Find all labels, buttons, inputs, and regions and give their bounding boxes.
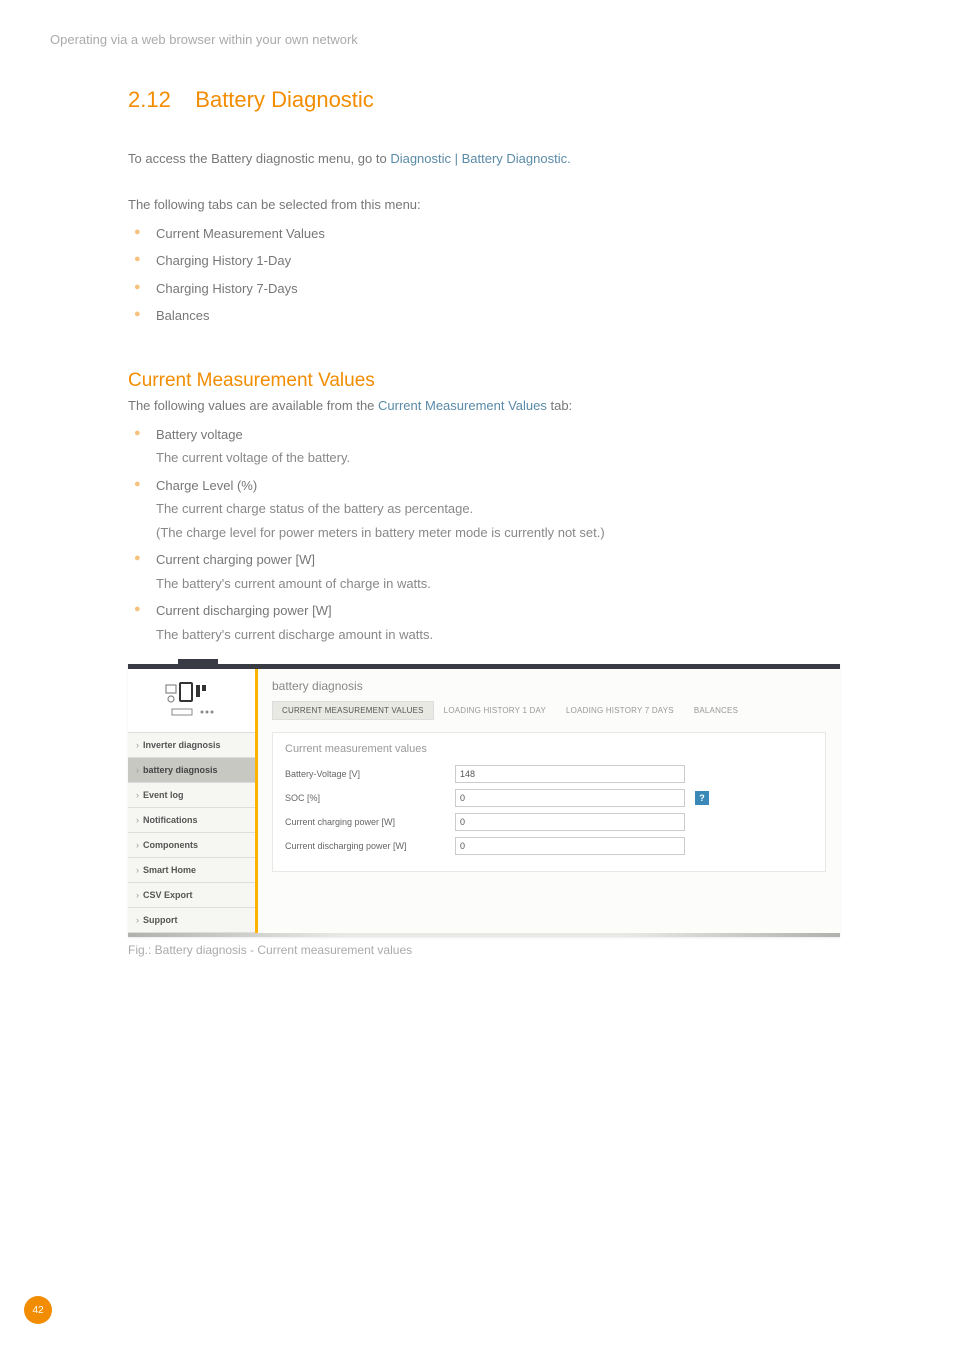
content: 2.12 Battery Diagnostic To access the Ba… [0, 47, 830, 957]
sidebar-item-components[interactable]: Components [128, 833, 255, 858]
intro-paragraph-2: The following tabs can be selected from … [128, 197, 830, 212]
tab-current-measurement[interactable]: CURRENT MEASUREMENT VALUES [272, 701, 434, 720]
row-label: SOC [%] [285, 793, 455, 803]
value-title: Charge Level (%) [156, 478, 257, 493]
sidebar-logo [128, 669, 255, 733]
list-item: Battery voltage The current voltage of t… [128, 421, 830, 472]
tab-loading-history-7-days[interactable]: LOADING HISTORY 7 DAYS [556, 701, 684, 720]
panel-card: Current measurement values Battery-Volta… [272, 732, 826, 872]
value-sub: The current charge status of the battery… [156, 499, 830, 519]
row-soc: SOC [%] ? [285, 789, 813, 807]
list-item: Current Measurement Values [128, 220, 830, 248]
tab-loading-history-1-day[interactable]: LOADING HISTORY 1 DAY [434, 701, 556, 720]
value-sub: The current voltage of the battery. [156, 448, 830, 468]
panel-title: battery diagnosis [272, 679, 826, 693]
current-charging-input[interactable] [455, 813, 685, 831]
logo-icon [164, 681, 220, 721]
section-number: 2.12 [128, 87, 171, 113]
section-title: Battery Diagnostic [195, 87, 374, 113]
sub-heading: Current Measurement Values [128, 370, 830, 392]
battery-voltage-input[interactable] [455, 765, 685, 783]
sub1-text-b: Current Measurement Values [378, 398, 547, 413]
row-current-charging: Current charging power [W] [285, 813, 813, 831]
current-discharging-input[interactable] [455, 837, 685, 855]
screenshot-body: Inverter diagnosis battery diagnosis Eve… [128, 669, 840, 933]
nav-path: Diagnostic | Battery Diagnostic. [390, 151, 570, 166]
sub1-text-a: The following values are available from … [128, 398, 378, 413]
section-heading: 2.12 Battery Diagnostic [128, 87, 830, 113]
figure-caption: Fig.: Battery diagnosis - Current measur… [128, 943, 830, 957]
value-sub: (The charge level for power meters in ba… [156, 523, 830, 543]
list-item: Current discharging power [W] The batter… [128, 597, 830, 648]
value-title: Current charging power [W] [156, 552, 315, 567]
value-title: Battery voltage [156, 427, 243, 442]
tab-balances[interactable]: BALANCES [684, 701, 748, 720]
sub-heading-text: The following values are available from … [128, 398, 830, 413]
value-sub: The battery's current amount of charge i… [156, 574, 830, 594]
row-battery-voltage: Battery-Voltage [V] [285, 765, 813, 783]
sidebar-item-inverter-diagnosis[interactable]: Inverter diagnosis [128, 733, 255, 758]
intro-text-1a: To access the Battery diagnostic menu, g… [128, 151, 390, 166]
sidebar-item-event-log[interactable]: Event log [128, 783, 255, 808]
value-sub: The battery's current discharge amount i… [156, 625, 830, 645]
page-header: Operating via a web browser within your … [0, 0, 954, 47]
screenshot-figure: Inverter diagnosis battery diagnosis Eve… [128, 664, 840, 937]
values-list: Battery voltage The current voltage of t… [128, 421, 830, 649]
soc-input[interactable] [455, 789, 685, 807]
row-label: Battery-Voltage [V] [285, 769, 455, 779]
sidebar-item-smart-home[interactable]: Smart Home [128, 858, 255, 883]
row-label: Current charging power [W] [285, 817, 455, 827]
sidebar-item-support[interactable]: Support [128, 908, 255, 933]
list-item: Charging History 7-Days [128, 275, 830, 303]
sidebar-item-notifications[interactable]: Notifications [128, 808, 255, 833]
tabs-list: Current Measurement Values Charging Hist… [128, 220, 830, 330]
help-icon[interactable]: ? [695, 791, 709, 805]
intro-paragraph-1: To access the Battery diagnostic menu, g… [128, 149, 830, 169]
panel-card-title: Current measurement values [285, 743, 813, 755]
sidebar-item-csv-export[interactable]: CSV Export [128, 883, 255, 908]
list-item: Balances [128, 302, 830, 330]
list-item: Charging History 1-Day [128, 247, 830, 275]
main-panel: battery diagnosis CURRENT MEASUREMENT VA… [258, 669, 840, 933]
value-title: Current discharging power [W] [156, 603, 332, 618]
list-item: Charge Level (%) The current charge stat… [128, 472, 830, 547]
page-number-badge: 42 [24, 1296, 52, 1324]
sidebar-item-battery-diagnosis[interactable]: battery diagnosis [128, 758, 255, 783]
tabs: CURRENT MEASUREMENT VALUES LOADING HISTO… [272, 701, 826, 720]
sidebar: Inverter diagnosis battery diagnosis Eve… [128, 669, 258, 933]
row-current-discharging: Current discharging power [W] [285, 837, 813, 855]
list-item: Current charging power [W] The battery's… [128, 546, 830, 597]
row-label: Current discharging power [W] [285, 841, 455, 851]
sub1-text-c: tab: [547, 398, 572, 413]
screenshot-bottom-accent [128, 933, 840, 937]
